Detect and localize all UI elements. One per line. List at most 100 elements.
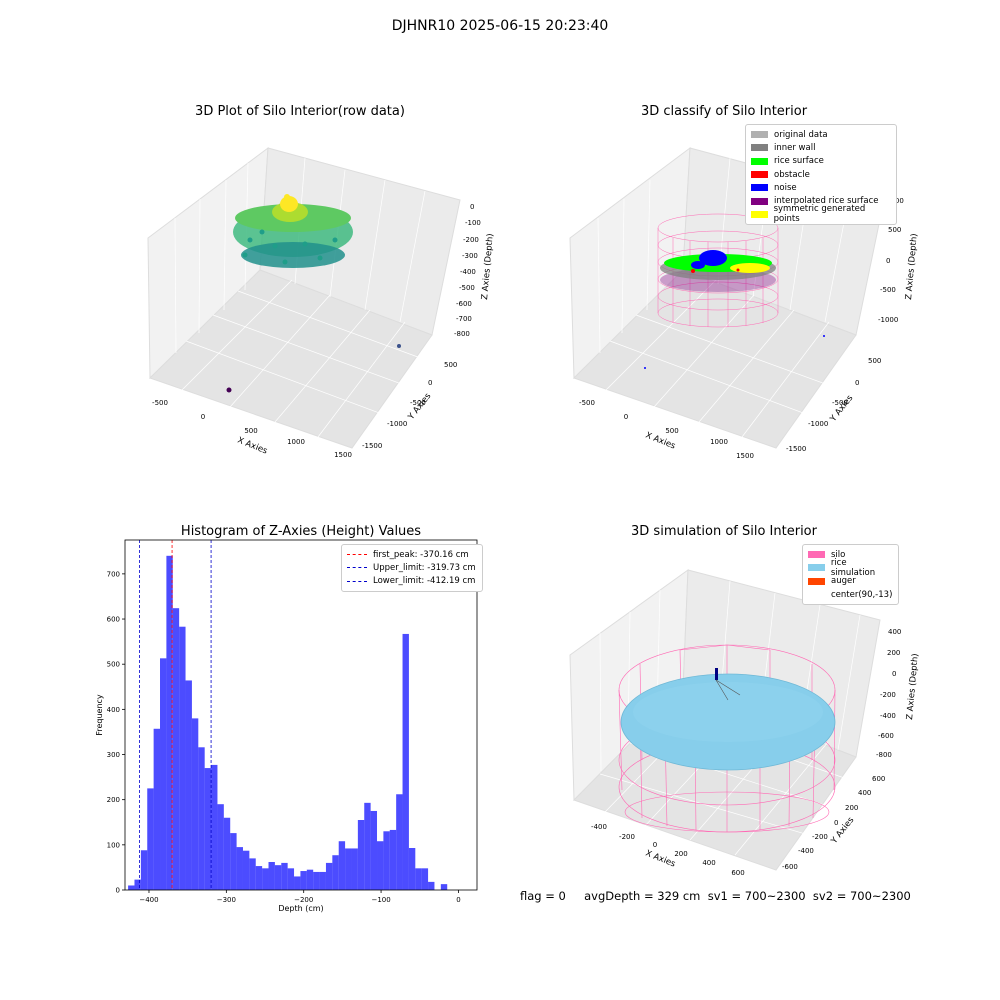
- legend-line: [347, 554, 367, 556]
- histogram-bar: [242, 850, 250, 890]
- simulation-x-tick: 600: [731, 869, 744, 877]
- simulation-z-tick: 200: [887, 649, 900, 657]
- raw-z-tick: -300: [462, 252, 478, 260]
- histogram-bar: [230, 833, 237, 890]
- simulation-y-tick: 600: [872, 775, 885, 783]
- legend-entry: rice simulation: [808, 558, 893, 578]
- histogram-bar: [402, 633, 409, 890]
- raw-z-tick: -800: [454, 330, 470, 338]
- histogram-bar: [217, 804, 224, 890]
- raw-y-tick: -1000: [387, 420, 407, 428]
- classify-x-tick: 1000: [710, 438, 728, 446]
- raw-plot-title: 3D Plot of Silo Interior(row data): [195, 104, 405, 119]
- classify-point-layers: [660, 250, 776, 292]
- legend-entry: center(90,-13): [808, 588, 893, 601]
- legend-entry: Upper_limit: -319.73 cm: [347, 561, 477, 574]
- histogram-title: Histogram of Z-Axies (Height) Values: [180, 524, 422, 539]
- raw-point-cloud: [233, 194, 353, 268]
- histogram-bar: [262, 868, 269, 890]
- simulation-x-tick: 400: [702, 859, 715, 867]
- histogram-bar: [383, 831, 390, 890]
- raw-z-tick: 0: [470, 203, 474, 211]
- classify-y-tick: -1500: [786, 445, 806, 453]
- figure-title: DJHNR10 2025-06-15 20:23:40: [391, 18, 609, 34]
- legend-line: [347, 567, 367, 569]
- raw-z-tick: -500: [459, 284, 475, 292]
- simulation-x-tick: -200: [619, 833, 635, 841]
- histogram-bar: [236, 847, 243, 890]
- classify-y-tick: -500: [832, 399, 848, 407]
- classify-z-tick: 0: [886, 257, 890, 265]
- legend-swatch: [808, 564, 825, 572]
- x-tick-label: −200: [294, 896, 313, 904]
- raw-y-tick: -1500: [362, 442, 382, 450]
- simulation-x-tick: 200: [674, 850, 687, 858]
- histogram-bar: [377, 841, 384, 890]
- histogram-bar: [370, 810, 378, 890]
- x-tick-label: −400: [139, 896, 158, 904]
- histogram-bar: [421, 868, 429, 890]
- histogram-legend: first_peak: -370.16 cm Upper_limit: -319…: [341, 544, 483, 592]
- histogram-bar: [357, 820, 365, 890]
- histogram-bar: [255, 866, 263, 890]
- histogram-bar: [428, 881, 435, 890]
- status-readout: flag = 0 avgDepth = 329 cm sv1 = 700~230…: [520, 889, 911, 903]
- raw-y-tick: 500: [444, 361, 457, 369]
- raw-x-tick: -500: [152, 399, 168, 407]
- x-tick-label: −300: [217, 896, 236, 904]
- raw-x-tick: 0: [201, 413, 205, 421]
- y-tick-label: 200: [107, 796, 120, 804]
- classify-z-tick: -500: [880, 286, 896, 294]
- classify-grid: [597, 157, 851, 438]
- classify-z-tick: 500: [888, 226, 901, 234]
- simulation-y-tick: 0: [834, 819, 838, 827]
- simulation-y-tick: -600: [782, 863, 798, 871]
- legend-entry: silo: [808, 548, 893, 561]
- raw-z-tick: -700: [456, 315, 472, 323]
- legend-swatch: [808, 551, 825, 559]
- histogram-bar: [294, 876, 301, 890]
- histogram-bar: [268, 862, 275, 890]
- histogram-bar: [249, 858, 256, 890]
- raw-z-tick: -400: [460, 268, 476, 276]
- raw-y-tick: 0: [428, 379, 432, 387]
- histogram-bar: [306, 869, 314, 890]
- x-tick-label: 0: [456, 896, 460, 904]
- histogram-bar: [198, 747, 205, 890]
- histogram-bar: [338, 841, 346, 890]
- legend-line: [347, 580, 367, 582]
- histogram-bar: [160, 658, 167, 890]
- histogram-bar: [204, 768, 212, 890]
- histogram-bar: [147, 788, 154, 890]
- legend-swatch: [751, 197, 768, 205]
- histogram-bar: [211, 764, 218, 890]
- legend-entry: noise: [751, 181, 891, 194]
- histogram-bar: [332, 855, 339, 890]
- legend-swatch: [751, 210, 768, 218]
- legend-entry: auger: [808, 575, 893, 588]
- histogram-bar: [166, 555, 173, 890]
- legend-entry: original data: [751, 128, 891, 141]
- classify-y-tick: -1000: [808, 420, 828, 428]
- raw-outlier-point: [397, 344, 401, 348]
- simulation-rice-surface: [620, 673, 836, 771]
- histogram-bar: [172, 608, 180, 890]
- classify-plot-title: 3D classify of Silo Interior: [640, 104, 808, 119]
- histogram-bar: [179, 626, 186, 890]
- histogram-bar: [396, 794, 403, 890]
- histogram-bar: [364, 802, 371, 890]
- y-tick-label: 600: [107, 616, 120, 624]
- legend-swatch: [808, 591, 825, 598]
- histogram-bar: [153, 728, 161, 890]
- raw-outlier-point: [226, 387, 232, 393]
- raw-axes-panes: [147, 146, 461, 449]
- raw-y-tick: -500: [410, 399, 426, 407]
- histogram-bar: [415, 868, 422, 890]
- simulation-auger: [715, 668, 741, 701]
- simulation-legend: silo rice simulation auger center(90,-13…: [802, 544, 899, 606]
- simulation-y-tick: 200: [845, 804, 858, 812]
- histogram-bar: [128, 885, 135, 890]
